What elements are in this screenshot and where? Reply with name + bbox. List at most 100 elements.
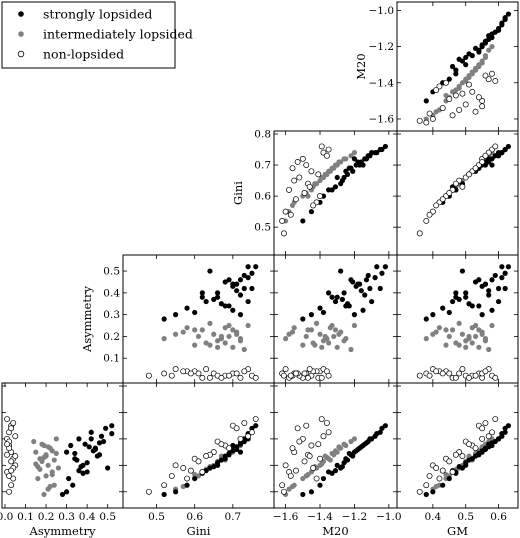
- data-point-non: [325, 429, 332, 436]
- data-point-strong: [363, 156, 370, 162]
- data-point-non: [423, 482, 430, 489]
- data-point-strong: [505, 143, 512, 150]
- data-point-non: [466, 374, 472, 381]
- data-point-inter: [35, 464, 41, 470]
- data-point-strong: [499, 264, 505, 270]
- data-point-strong: [184, 482, 190, 488]
- data-point-inter: [341, 338, 347, 344]
- data-point-non: [489, 429, 495, 436]
- data-point-non: [459, 183, 466, 190]
- data-point-strong: [446, 76, 452, 82]
- data-point-inter: [173, 331, 179, 337]
- data-point-inter: [476, 63, 482, 70]
- data-point-strong: [253, 264, 259, 270]
- data-point-non: [301, 370, 308, 377]
- data-point-inter: [33, 449, 39, 455]
- data-point-inter: [482, 54, 489, 61]
- data-point-inter: [303, 333, 309, 340]
- data-point-strong: [173, 489, 179, 495]
- data-point-non: [6, 488, 13, 495]
- x-tick-label: 0.5: [99, 511, 116, 523]
- data-point-non: [482, 152, 489, 159]
- data-point-strong: [214, 294, 221, 300]
- data-point-non: [479, 103, 486, 110]
- data-point-non: [416, 488, 423, 495]
- data-point-non: [433, 368, 440, 375]
- data-point-strong: [218, 301, 224, 307]
- data-point-inter: [313, 320, 320, 326]
- data-point-strong: [64, 489, 70, 495]
- legend-marker-inter: [18, 31, 24, 37]
- data-point-strong: [430, 312, 436, 318]
- data-point-strong: [203, 298, 209, 305]
- data-point-strong: [74, 457, 80, 463]
- panel-frame-7: [122, 382, 275, 509]
- data-point-non: [472, 108, 479, 115]
- data-point-non: [233, 425, 240, 432]
- data-point-inter: [43, 453, 49, 459]
- data-point-non: [472, 445, 479, 452]
- data-point-non: [294, 158, 301, 165]
- data-point-inter: [446, 333, 452, 340]
- data-point-non: [315, 441, 322, 448]
- data-point-inter: [348, 438, 354, 445]
- data-point-non: [317, 193, 323, 200]
- data-point-strong: [308, 312, 315, 318]
- data-point-non: [423, 217, 430, 224]
- data-point-non: [306, 453, 313, 460]
- data-point-non: [248, 429, 255, 436]
- data-point-non: [4, 451, 11, 458]
- x-tick-label: 0.6: [186, 511, 203, 523]
- data-point-non: [433, 202, 440, 209]
- data-point-strong: [226, 303, 232, 309]
- data-point-non: [161, 482, 168, 489]
- data-point-strong: [64, 449, 70, 455]
- data-point-non: [308, 168, 315, 175]
- data-point-inter: [226, 333, 232, 340]
- data-point-non: [318, 416, 325, 423]
- data-point-strong: [88, 436, 94, 442]
- data-point-strong: [230, 307, 236, 313]
- data-point-inter: [341, 156, 347, 162]
- data-point-non: [456, 106, 463, 113]
- x-tick-label: 0.5: [148, 511, 165, 523]
- data-point-inter: [336, 331, 342, 337]
- data-point-inter: [317, 331, 323, 337]
- data-point-non: [287, 211, 294, 218]
- data-point-inter: [45, 462, 51, 468]
- data-point-inter: [459, 331, 466, 337]
- data-point-non: [423, 119, 430, 126]
- data-point-strong: [423, 316, 429, 322]
- data-point-non: [305, 374, 311, 381]
- data-point-non: [294, 425, 301, 432]
- data-point-inter: [180, 329, 186, 335]
- y-tick-label: 0.4: [103, 287, 120, 299]
- data-point-non: [446, 370, 453, 377]
- data-point-non: [241, 420, 248, 426]
- data-point-strong: [463, 62, 469, 68]
- data-point-non: [433, 87, 440, 93]
- data-point-inter: [469, 340, 475, 346]
- data-point-strong: [249, 270, 255, 276]
- data-point-non: [429, 116, 436, 122]
- data-point-non: [452, 451, 459, 458]
- data-point-strong: [453, 290, 459, 296]
- data-point-non: [489, 70, 495, 77]
- data-point-strong: [505, 11, 512, 17]
- data-point-strong: [476, 49, 482, 55]
- data-point-non: [485, 433, 492, 440]
- data-point-non: [452, 180, 459, 187]
- data-point-strong: [482, 445, 489, 451]
- data-point-inter: [31, 438, 37, 445]
- data-point-non: [301, 458, 308, 465]
- data-point-strong: [502, 270, 508, 276]
- x-tick-label: 0.6: [490, 511, 507, 523]
- data-point-inter: [234, 331, 240, 337]
- data-point-strong: [84, 460, 90, 466]
- data-point-non: [218, 441, 225, 448]
- data-point-inter: [476, 327, 482, 333]
- x-tick-label: 0.3: [58, 511, 75, 523]
- data-point-strong: [446, 309, 452, 316]
- panel-frame-4: [273, 254, 398, 384]
- data-point-non: [172, 462, 179, 469]
